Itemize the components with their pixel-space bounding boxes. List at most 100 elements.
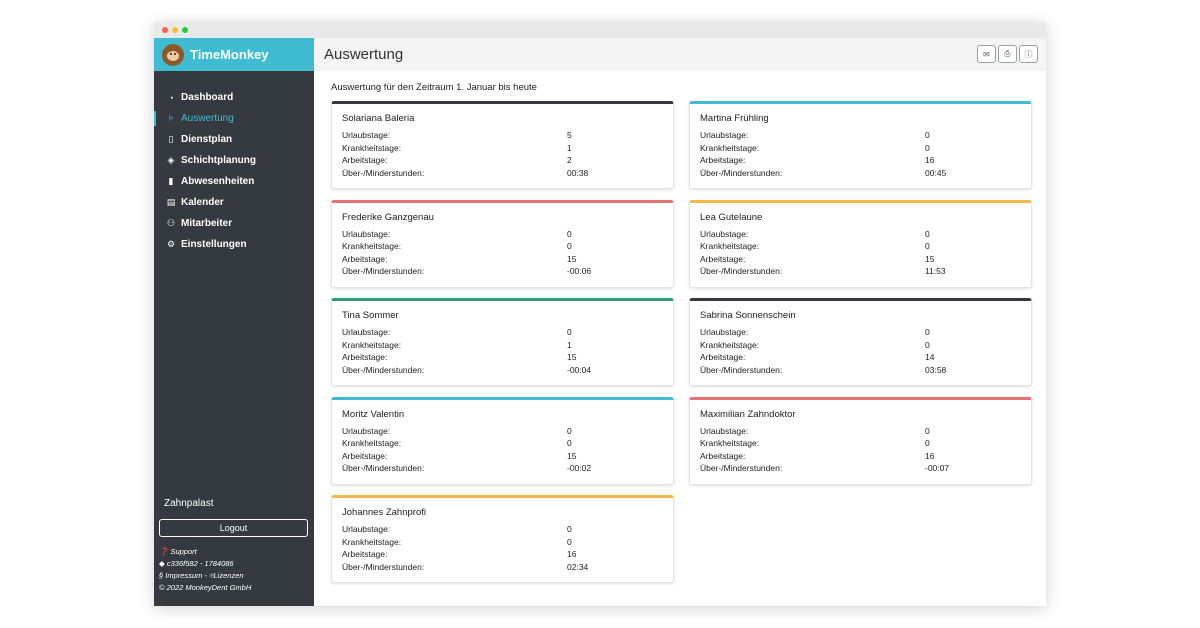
stat-row-krank: Krankheitstage: 1 — [342, 339, 663, 352]
period-heading: Auswertung für den Zeitraum 1. Januar bi… — [331, 82, 537, 93]
stat-value: 00:38 — [567, 167, 589, 178]
stat-label: Über-/Minderstunden: — [700, 167, 783, 178]
sidebar-item-mitarbeiter[interactable]: ⚇ Mitarbeiter — [154, 213, 314, 234]
sidebar-item-abwesenheiten[interactable]: ▮ Abwesenheiten — [154, 171, 314, 192]
impressum-link[interactable]: § Impressum - — [159, 571, 210, 580]
stat-row-stunden: Über-/Minderstunden: 00:38 — [342, 167, 663, 180]
stat-label: Urlaubstage: — [700, 425, 749, 436]
sidebar-item-schichtplanung[interactable]: ◈ Schichtplanung — [154, 150, 314, 171]
stat-label: Über-/Minderstunden: — [342, 266, 425, 277]
header-actions: ✉ ⎙ ⓘ — [977, 45, 1038, 63]
employee-name: Moritz Valentin — [342, 408, 405, 420]
stat-value: 0 — [925, 241, 930, 252]
brand[interactable]: TimeMonkey — [154, 38, 314, 71]
sidebar-item-auswertung[interactable]: ⊧ Auswertung — [154, 108, 314, 129]
employee-card: Tina Sommer Urlaubstage: 0 Krankheitstage: 1… — [331, 298, 674, 386]
employee-card: Solariana Baleria Urlaubstage: 5 Krankheits… — [331, 101, 674, 189]
stat-value: 0 — [925, 425, 930, 436]
logout-button[interactable]: Logout — [159, 519, 308, 537]
sidebar-item-dienstplan[interactable]: ▯ Dienstplan — [154, 129, 314, 150]
stat-row-stunden: Über-/Minderstunden: -00:02 — [342, 462, 663, 475]
version-info: ◆ c336f582 - 1784086 — [159, 559, 234, 568]
stat-row-krank: Krankheitstage: 0 — [700, 142, 1021, 155]
employee-name: Lea Gutelaune — [700, 211, 763, 223]
stat-label: Urlaubstage: — [700, 228, 749, 239]
stat-row-stunden: Über-/Minderstunden: 02:34 — [342, 561, 663, 574]
main-header: Auswertung ✉ ⎙ ⓘ — [314, 38, 1046, 71]
lizenzen-link[interactable]: Lizenzen — [213, 571, 244, 580]
stat-row-stunden: Über-/Minderstunden: 00:45 — [700, 167, 1021, 180]
code-icon: ◆ — [159, 559, 165, 568]
gauge-icon: ◔ — [168, 92, 174, 103]
employee-card: Lea Gutelaune Urlaubstage: 0 Krankheitstage… — [689, 199, 1032, 288]
employee-name: Frederike Ganzgenau — [342, 211, 434, 223]
stat-value: 0 — [567, 241, 572, 252]
stat-value: 00:45 — [925, 167, 947, 178]
stat-label: Über-/Minderstunden: — [700, 364, 783, 375]
stat-value: 15 — [567, 253, 577, 264]
sidebar-item-label: Mitarbeiter — [181, 218, 233, 229]
employee-name: Johannes Zahnprofi — [342, 507, 426, 518]
employee-name: Tina Sommer — [342, 310, 399, 321]
employee-name: Solariana Baleria — [342, 113, 415, 124]
sidebar-item-label: Schichtplanung — [181, 155, 256, 166]
stat-value: 15 — [567, 352, 577, 363]
stat-label: Arbeitstage: — [342, 352, 388, 363]
employee-card: Sabrina Sonnenschein Urlaubstage: 0 Krankhe… — [689, 298, 1032, 386]
stat-row-urlaub: Urlaubstage: 0 — [700, 228, 1021, 241]
stat-value: 15 — [925, 253, 935, 264]
calendar-icon: ▤ — [166, 197, 176, 207]
employee-card: Moritz Valentin Urlaubstage: 0 Krankheitsta… — [331, 396, 674, 485]
stat-value: 5 — [567, 130, 572, 140]
stat-row-stunden: Über-/Minderstunden: 03:58 — [700, 364, 1021, 377]
stat-label: Über-/Minderstunden: — [700, 266, 783, 277]
stat-row-urlaub: Urlaubstage: 0 — [700, 129, 1021, 142]
stat-label: Arbeitstage: — [342, 450, 388, 461]
stat-label: Urlaubstage: — [700, 327, 749, 337]
stat-label: Krankheitstage: — [342, 142, 402, 153]
sidebar-item-label: Einstellungen — [181, 239, 247, 250]
stat-value: 11:53 — [925, 266, 946, 277]
stat-value: 16 — [925, 450, 935, 461]
page-title: Auswertung — [324, 46, 404, 63]
company-name: Zahnpalast — [164, 498, 214, 509]
stat-value: -00:06 — [567, 266, 592, 277]
minimize-window-button[interactable] — [172, 27, 178, 33]
sidebar: TimeMonkey ◔ Dashboard ⊧ Auswertung ▯ Di… — [154, 38, 314, 606]
stat-label: Urlaubstage: — [342, 425, 391, 436]
print-button[interactable]: ⎙ — [998, 45, 1017, 63]
window-titlebar — [154, 22, 1046, 38]
sidebar-item-dashboard[interactable]: ◔ Dashboard — [154, 87, 314, 108]
stat-label: Urlaubstage: — [342, 524, 391, 534]
door-icon: ▮ — [168, 176, 174, 186]
stat-row-urlaub: Urlaubstage: 0 — [342, 523, 663, 536]
footer-info: ❓ Support ◆ c336f582 - 1784086 § Impress… — [154, 546, 314, 594]
stat-row-urlaub: Urlaubstage: 5 — [342, 129, 663, 142]
stat-value: -00:02 — [567, 463, 592, 474]
printer-icon: ⎙ — [1004, 49, 1011, 58]
stat-row-arbeit: Arbeitstage: 16 — [700, 450, 1021, 463]
stat-row-urlaub: Urlaubstage: 0 — [342, 425, 663, 438]
sidebar-item-kalender[interactable]: ▤ Kalender — [154, 192, 314, 213]
stat-label: Urlaubstage: — [342, 228, 391, 239]
main-content: Auswertung ✉ ⎙ ⓘ Auswertung für den Zeit… — [314, 38, 1046, 606]
stat-value: -00:04 — [567, 364, 592, 375]
support-link[interactable]: ❓ Support — [159, 547, 197, 556]
email-button[interactable]: ✉ — [977, 45, 996, 63]
stat-value: 0 — [925, 327, 930, 337]
maximize-window-button[interactable] — [182, 27, 188, 33]
layers-icon: ◈ — [167, 155, 175, 165]
stat-value: 0 — [567, 438, 572, 449]
stat-row-arbeit: Arbeitstage: 2 — [342, 154, 663, 167]
people-icon: ⚇ — [166, 218, 176, 228]
info-icon: ⓘ — [1024, 49, 1033, 59]
stat-label: Über-/Minderstunden: — [342, 561, 425, 572]
stat-value: 0 — [567, 327, 572, 337]
stat-row-krank: Krankheitstage: 0 — [342, 437, 663, 450]
sidebar-item-label: Dashboard — [181, 92, 234, 103]
stat-row-arbeit: Arbeitstage: 15 — [342, 450, 663, 463]
close-window-button[interactable] — [162, 27, 168, 33]
stat-value: 0 — [925, 228, 930, 239]
sidebar-item-einstellungen[interactable]: ⚙ Einstellungen — [154, 234, 314, 255]
info-button[interactable]: ⓘ — [1019, 45, 1038, 63]
